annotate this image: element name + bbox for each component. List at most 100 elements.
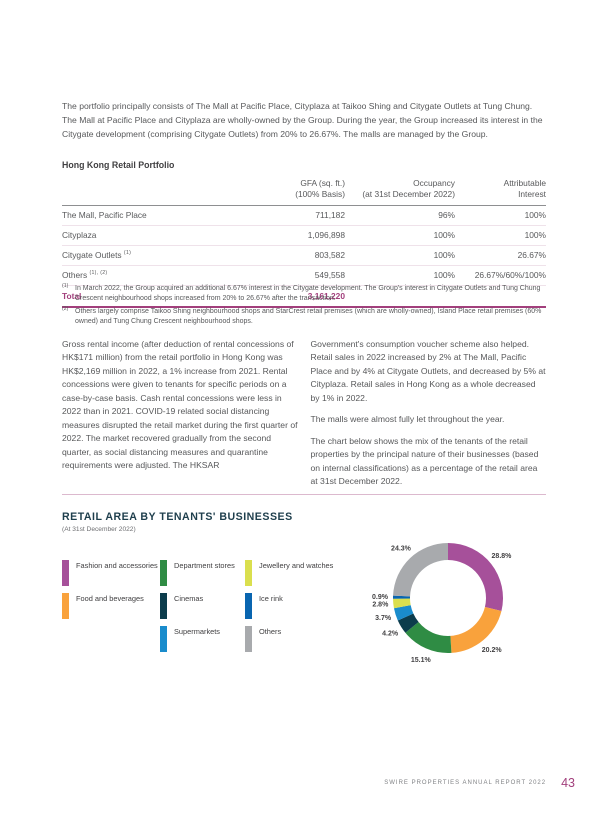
body-column-right: Government's consumption voucher scheme …	[311, 338, 547, 497]
cell-occupancy: 100%	[345, 225, 455, 246]
body-column-left: Gross rental income (after deduction of …	[62, 339, 298, 471]
cell-property-name: Cityplaza	[62, 225, 242, 246]
donut-slice-supermarkets	[393, 605, 414, 621]
donut-value-label: 2.8%	[372, 602, 389, 609]
legend-item: Food and beverages	[62, 593, 160, 619]
legend-label: Jewellery and watches	[259, 561, 334, 570]
footer-report-title: SWIRE PROPERTIES ANNUAL REPORT 2022	[384, 780, 547, 786]
legend-column: Fashion and accessories Food and beverage…	[62, 560, 160, 652]
footnote-text: In March 2022, the Group acquired an add…	[75, 285, 541, 303]
donut-slice-department-stores	[405, 622, 452, 653]
legend-label: Fashion and accessories	[76, 561, 158, 570]
legend-label: Supermarkets	[174, 627, 221, 636]
cell-property-name: Others (1), (2)	[62, 265, 242, 286]
footnotes: (1) In March 2022, the Group acquired an …	[62, 283, 546, 331]
table-row: Cityplaza 1,096,898 100% 100%	[62, 225, 546, 246]
header-line: Attributable	[503, 178, 546, 188]
cell-gfa: 1,096,898	[242, 225, 345, 246]
footnote: (1) In March 2022, the Group acquired an …	[62, 283, 546, 304]
donut-value-label: 28.8%	[492, 553, 513, 560]
chart-title: RETAIL AREA BY TENANTS' BUSINESSES	[62, 511, 293, 523]
table-row: The Mall, Pacific Place 711,182 96% 100%	[62, 205, 546, 226]
page-number: 43	[561, 776, 575, 790]
header-interest: Attributable Interest	[455, 176, 546, 206]
legend-column: Department stores Cinemas Supermarkets	[160, 560, 245, 652]
chart-legend: Fashion and accessories Food and beverage…	[62, 560, 357, 652]
cell-gfa: 803,582	[242, 245, 345, 266]
donut-slice-jewellery-and-watches	[393, 598, 411, 609]
legend-item: Ice rink	[245, 593, 335, 619]
legend-label: Food and beverages	[76, 594, 144, 603]
page-footer: SWIRE PROPERTIES ANNUAL REPORT 2022 43	[384, 776, 575, 790]
legend-swatch	[245, 593, 252, 619]
body-paragraph: Government's consumption voucher scheme …	[310, 339, 546, 403]
cell-gfa: 711,182	[242, 205, 345, 226]
table-total-row: Total 3,161,220	[62, 284, 546, 308]
cell-gfa: 549,558	[242, 265, 345, 286]
header-line: (at 31st December 2022)	[362, 189, 455, 200]
table-title: Hong Kong Retail Portfolio	[62, 160, 175, 170]
legend-label: Ice rink	[259, 594, 283, 603]
legend-swatch	[62, 560, 69, 586]
body-columns: Gross rental income (after deduction of …	[62, 338, 546, 497]
header-line: GFA (sq. ft.)	[300, 178, 345, 188]
section-divider	[62, 494, 546, 495]
legend-swatch	[160, 593, 167, 619]
legend-label: Others	[259, 627, 282, 636]
cell-occupancy: 100%	[345, 265, 455, 286]
legend-swatch	[160, 560, 167, 586]
legend-item: Cinemas	[160, 593, 245, 619]
header-line: Interest	[518, 189, 546, 200]
header-line: (100% Basis)	[295, 189, 345, 200]
total-value	[455, 284, 546, 308]
chart-subtitle: (At 31st December 2022)	[62, 526, 136, 533]
donut-value-label: 4.2%	[382, 631, 399, 638]
legend-label: Department stores	[174, 561, 235, 570]
table-row: Citygate Outlets (1) 803,582 100% 26.67%	[62, 245, 546, 266]
body-paragraph: The malls were almost fully let througho…	[310, 414, 505, 425]
cell-interest: 100%	[455, 225, 546, 246]
header-occupancy: Occupancy (at 31st December 2022)	[345, 176, 455, 206]
header-empty	[62, 176, 242, 206]
donut-value-label: 15.1%	[411, 657, 432, 664]
footnote-reference: (1)	[123, 250, 132, 257]
donut-value-label: 20.2%	[482, 647, 503, 654]
portfolio-table-header: GFA (sq. ft.) (100% Basis) Occupancy (at…	[62, 176, 546, 206]
footnote-reference: (1), (2)	[89, 270, 108, 277]
header-line: Occupancy	[413, 178, 455, 188]
total-label: Total	[62, 284, 242, 308]
body-paragraph: The chart below shows the mix of the ten…	[310, 435, 539, 487]
footnote-text: Others largely comprise Taikoo Shing nei…	[75, 308, 542, 326]
cell-occupancy: 100%	[345, 245, 455, 266]
donut-value-label: 24.3%	[391, 546, 412, 553]
donut-value-label: 3.7%	[375, 615, 392, 622]
donut-chart: 28.8% 20.2% 15.1% 4.2% 3.7% 2.8% 0.9% 24.3%	[352, 536, 564, 708]
footnote: (2) Others largely comprise Taikoo Shing …	[62, 306, 546, 327]
cell-interest: 26.67%/60%/100%	[455, 265, 546, 286]
table-row: Others (1), (2) 549,558 100% 26.67%/60%/100…	[62, 265, 546, 286]
header-gfa: GFA (sq. ft.) (100% Basis)	[242, 176, 345, 206]
donut-slice-others	[393, 543, 448, 597]
legend-swatch	[245, 626, 252, 652]
donut-slice-fashion-and-accessories	[448, 543, 504, 612]
donut-svg: 28.8% 20.2% 15.1% 4.2% 3.7% 2.8%0.9% 24.3%	[372, 543, 513, 664]
cell-property-name: Citygate Outlets (1)	[62, 245, 242, 266]
intro-paragraph: The portfolio principally consists of Th…	[62, 101, 543, 139]
portfolio-table: GFA (sq. ft.) (100% Basis) Occupancy (at…	[62, 176, 546, 308]
cell-interest: 26.67%	[455, 245, 546, 266]
legend-item: Jewellery and watches	[245, 560, 335, 586]
donut-value-label: 0.9%	[372, 594, 389, 601]
legend-swatch	[160, 626, 167, 652]
donut-slice-food-and-beverages	[450, 606, 502, 653]
footnote-marker: (1)	[62, 283, 69, 289]
legend-item: Fashion and accessories	[62, 560, 160, 586]
footnote-marker: (2)	[62, 306, 69, 313]
total-value	[345, 284, 455, 308]
legend-item: Others	[245, 626, 335, 652]
cell-occupancy: 96%	[345, 205, 455, 226]
legend-column: Jewellery and watches Ice rink Others	[245, 560, 335, 652]
legend-swatch	[245, 560, 252, 586]
legend-swatch	[62, 593, 69, 619]
cell-property-name: The Mall, Pacific Place	[62, 205, 242, 226]
